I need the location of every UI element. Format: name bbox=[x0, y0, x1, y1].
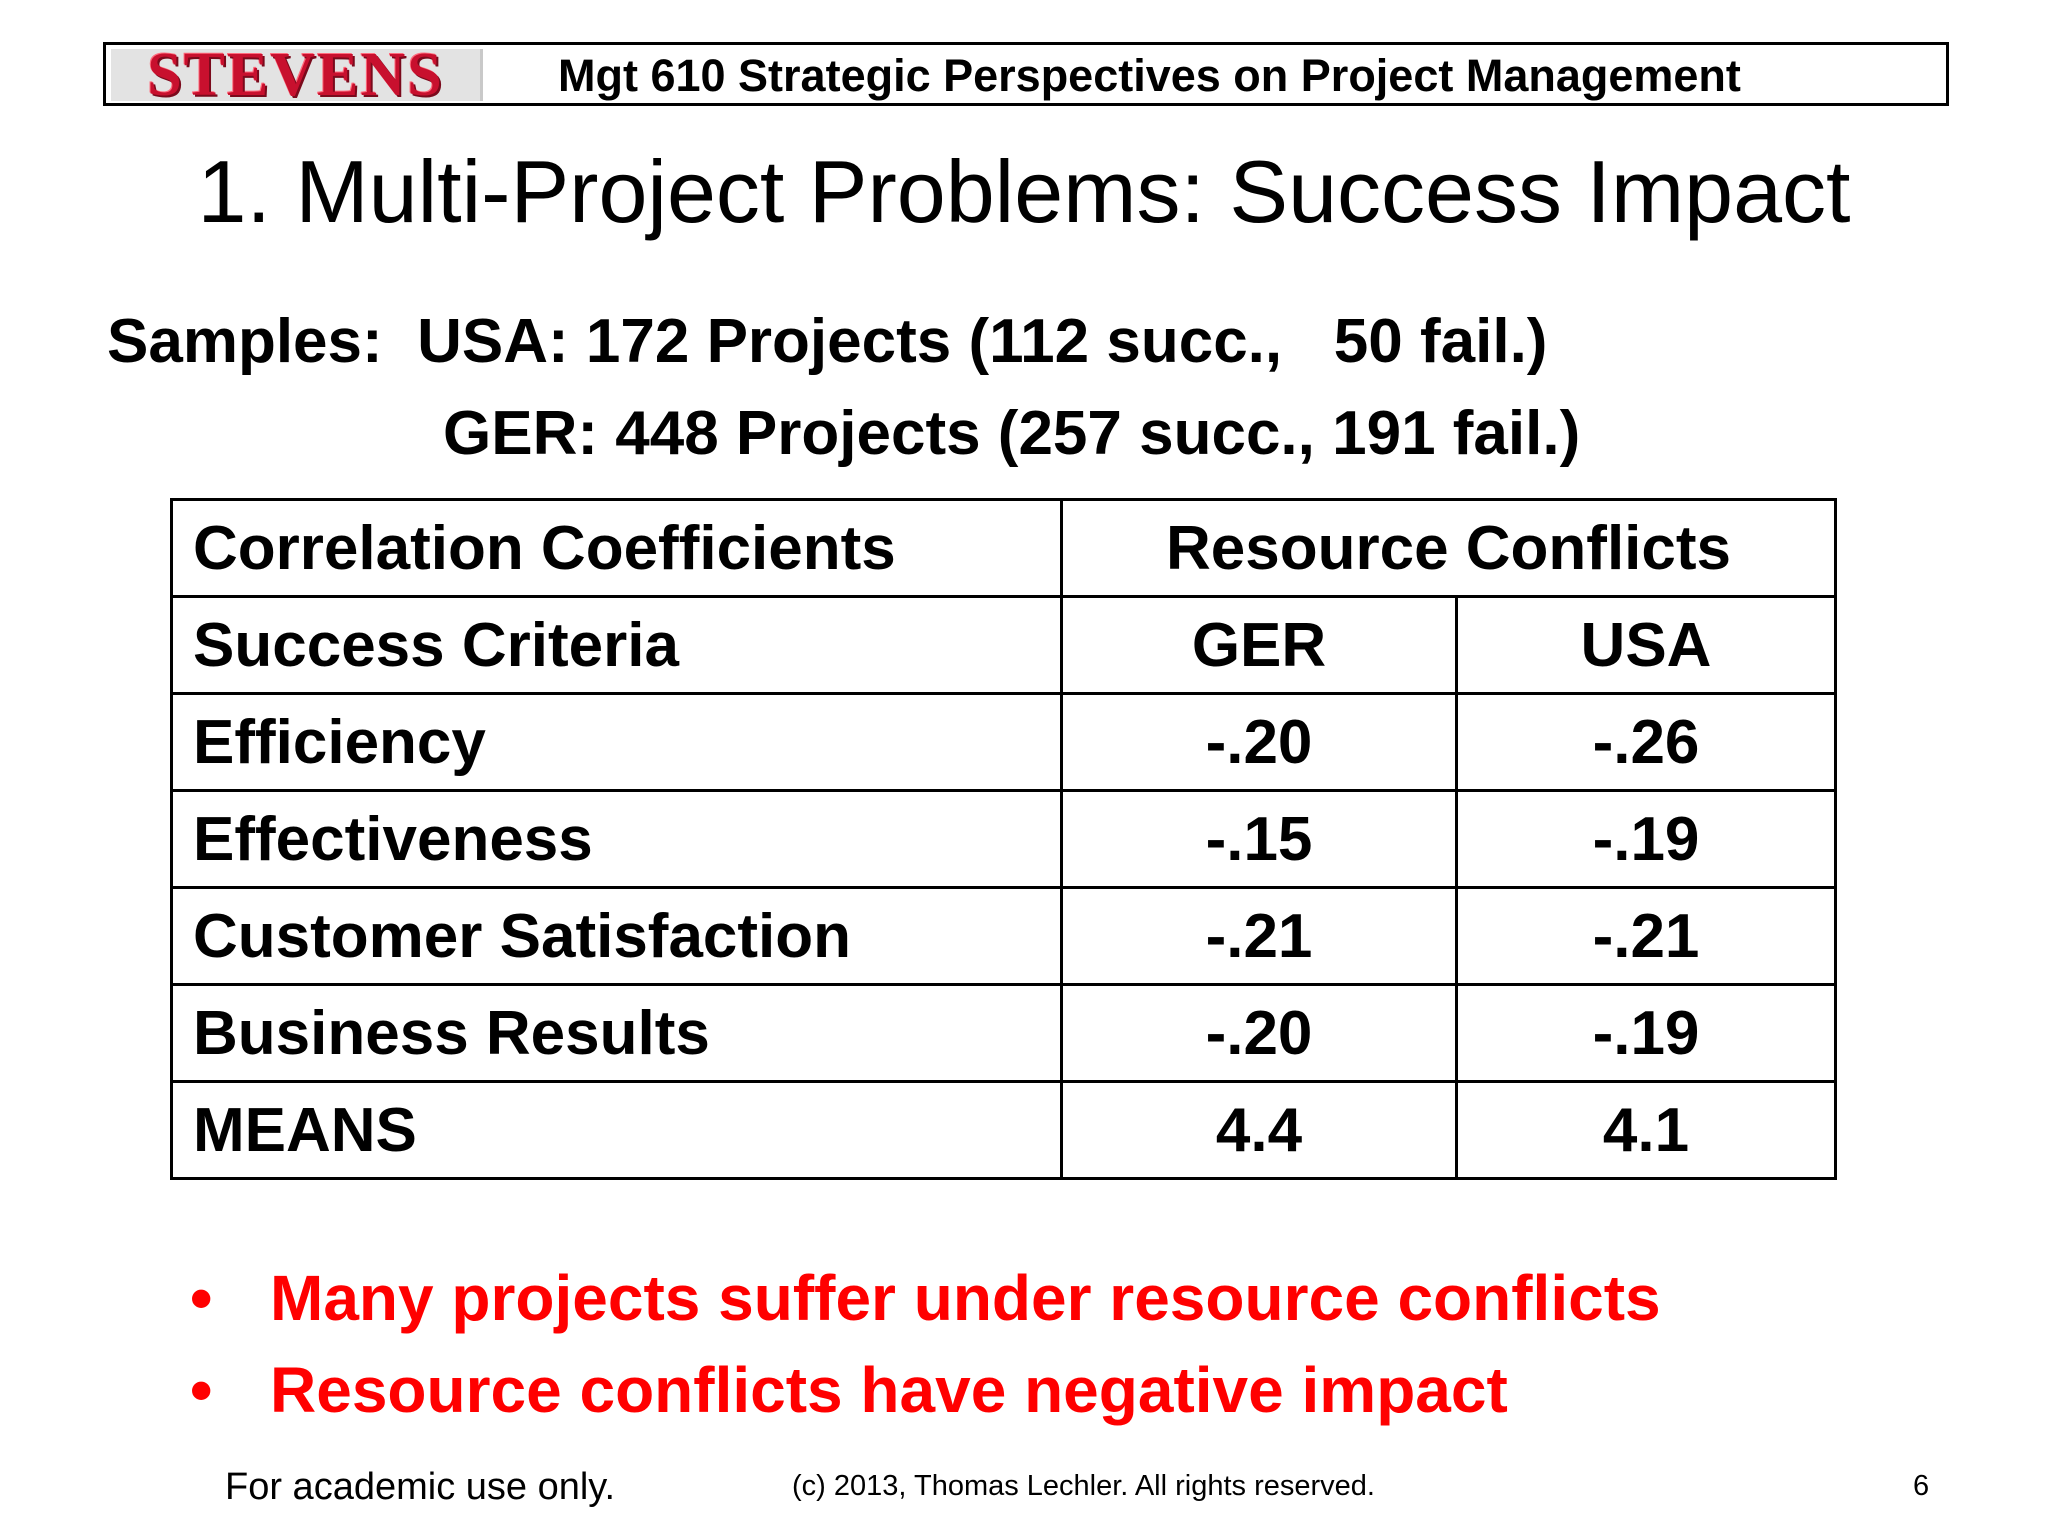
row-ger-value: -.20 bbox=[1060, 692, 1458, 792]
header-usa: USA bbox=[1455, 595, 1837, 695]
table-subheader-row: Success Criteria GER USA bbox=[170, 595, 1837, 695]
table-row: Business Results -.20 -.19 bbox=[170, 983, 1837, 1083]
row-usa-value: -.19 bbox=[1455, 789, 1837, 889]
table-row: Customer Satisfaction -.21 -.21 bbox=[170, 886, 1837, 986]
row-usa-value: -.19 bbox=[1455, 983, 1837, 1083]
row-ger-value: -.20 bbox=[1060, 983, 1458, 1083]
samples-line-ger: GER: 448 Projects (257 succ., 191 fail.) bbox=[443, 399, 1581, 468]
table-row: Efficiency -.20 -.26 bbox=[170, 692, 1837, 792]
header-ger: GER bbox=[1060, 595, 1458, 695]
logo-text: STEVENS bbox=[147, 41, 444, 109]
table-row: Effectiveness -.15 -.19 bbox=[170, 789, 1837, 889]
bullet-text: Many projects suffer under resource conf… bbox=[270, 1262, 1661, 1334]
footer-copyright: (c) 2013, Thomas Lechler. All rights res… bbox=[792, 1470, 1375, 1502]
bullet-list: • Many projects suffer under resource co… bbox=[190, 1252, 1661, 1436]
row-label: Efficiency bbox=[170, 692, 1063, 792]
table-header-row: Correlation Coefficients Resource Confli… bbox=[170, 498, 1837, 598]
bullet-item: • Resource conflicts have negative impac… bbox=[190, 1344, 1661, 1436]
row-ger-value: -.21 bbox=[1060, 886, 1458, 986]
footer-page-number: 6 bbox=[1913, 1470, 1930, 1502]
stevens-logo: STEVENS bbox=[111, 44, 483, 106]
row-ger-value: 4.4 bbox=[1060, 1080, 1458, 1180]
row-ger-value: -.15 bbox=[1060, 789, 1458, 889]
footer-academic-note: For academic use only. bbox=[225, 1466, 616, 1508]
header-bar: STEVENS Mgt 610 Strategic Perspectives o… bbox=[103, 42, 1949, 106]
bullet-text: Resource conflicts have negative impact bbox=[270, 1354, 1508, 1426]
correlation-table: Correlation Coefficients Resource Confli… bbox=[170, 498, 1837, 1180]
header-correlation-coefficients: Correlation Coefficients bbox=[170, 498, 1063, 598]
row-label: Business Results bbox=[170, 983, 1063, 1083]
table-row-means: MEANS 4.4 4.1 bbox=[170, 1080, 1837, 1180]
samples-block: Samples: USA: 172 Projects (112 succ., 5… bbox=[107, 296, 1580, 480]
bullet-marker: • bbox=[190, 1354, 213, 1426]
slide-title: 1. Multi-Project Problems: Success Impac… bbox=[197, 142, 1851, 241]
bullet-item: • Many projects suffer under resource co… bbox=[190, 1252, 1661, 1344]
row-label: Customer Satisfaction bbox=[170, 886, 1063, 986]
course-title: Mgt 610 Strategic Perspectives on Projec… bbox=[558, 50, 1741, 101]
header-resource-conflicts: Resource Conflicts bbox=[1060, 498, 1837, 598]
row-usa-value: -.21 bbox=[1455, 886, 1837, 986]
header-success-criteria: Success Criteria bbox=[170, 595, 1063, 695]
samples-line-usa: Samples: USA: 172 Projects (112 succ., 5… bbox=[107, 307, 1548, 376]
row-label: Effectiveness bbox=[170, 789, 1063, 889]
bullet-marker: • bbox=[190, 1262, 213, 1334]
row-label: MEANS bbox=[170, 1080, 1063, 1180]
row-usa-value: -.26 bbox=[1455, 692, 1837, 792]
row-usa-value: 4.1 bbox=[1455, 1080, 1837, 1180]
